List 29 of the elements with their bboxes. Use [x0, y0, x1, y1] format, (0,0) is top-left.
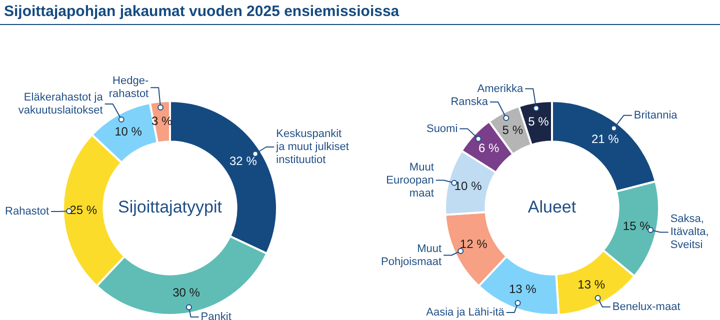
slice-label: Britannia	[634, 109, 678, 122]
slice-label: Hedge- rahastot	[108, 75, 149, 100]
slice-label: Amerikka	[477, 82, 524, 95]
text: Sijoittajatyypit	[118, 198, 222, 217]
data-label: 10 %	[114, 124, 142, 138]
slice-label: Saksa, Itävalta, Sveitsi	[670, 213, 709, 252]
slice-label: Pankit	[200, 311, 232, 320]
data-label: 21 %	[591, 132, 620, 146]
slice-label: Aasia ja Lähi-itä	[426, 306, 506, 318]
data-label: 12 %	[460, 237, 488, 252]
data-label: 5 %	[502, 123, 524, 138]
slice-label: Muut Pohjoismaat	[381, 242, 442, 268]
chart-title: Sijoittajapohjan jakaumat vuoden 2025 ensiemissioissa	[4, 3, 400, 20]
data-label: 25 %	[70, 203, 98, 218]
slice-label: Rahastot	[5, 206, 50, 218]
slice-label: Eläkerahastot ja vakuutuslaitokset	[18, 92, 104, 117]
slice-label: Benelux-maat	[612, 300, 680, 313]
data-label: 30 %	[172, 285, 200, 300]
data-label: 13 %	[508, 282, 537, 296]
data-label: 5 %	[528, 114, 550, 129]
data-label: 13 %	[578, 278, 606, 292]
text: Alueet	[528, 198, 576, 217]
slice-label: Suomi	[426, 122, 458, 135]
slice-label: Muut Euroopan maat	[386, 161, 434, 200]
data-label: 6 %	[478, 140, 500, 155]
data-label: 10 %	[454, 178, 482, 193]
legend-label: Keskuspankit ja muut julkiset instituutiot	[275, 128, 349, 166]
slice-label: Ranska	[450, 96, 489, 108]
data-label: 32 %	[230, 154, 258, 168]
